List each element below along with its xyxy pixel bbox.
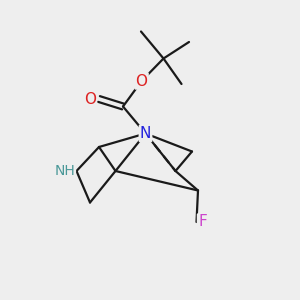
Text: N: N [140,126,151,141]
Text: O: O [84,92,96,106]
Text: NH: NH [54,164,75,178]
Text: O: O [136,74,148,88]
Text: F: F [198,214,207,230]
